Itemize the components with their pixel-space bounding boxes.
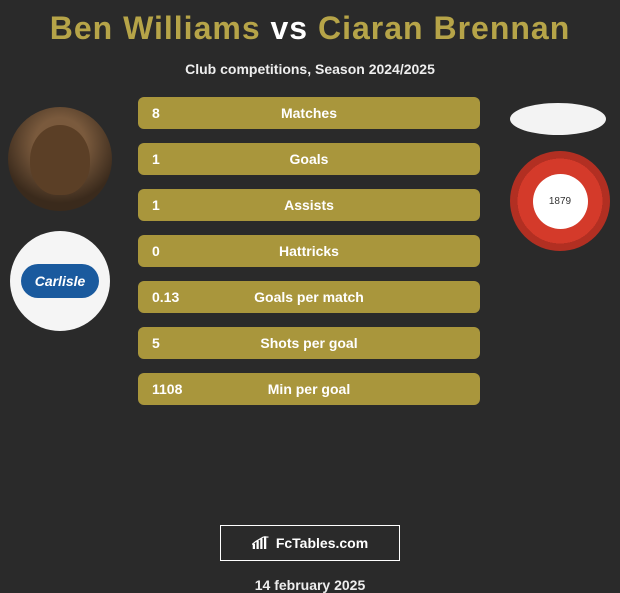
club-left-crest: Carlisle xyxy=(10,231,110,331)
club-right-crest-inner: 1879 xyxy=(533,174,588,229)
fctables-label: FcTables.com xyxy=(276,535,368,551)
stat-label: Min per goal xyxy=(138,381,480,397)
stat-row: 8 Matches xyxy=(138,97,480,129)
fctables-attribution[interactable]: FcTables.com xyxy=(220,525,400,561)
player2-avatar-placeholder xyxy=(510,103,606,135)
player1-face-placeholder xyxy=(30,125,90,195)
club-left-badge: Carlisle xyxy=(21,264,99,298)
stat-row: 1 Goals xyxy=(138,143,480,175)
club-right-crest: 1879 xyxy=(510,151,610,251)
stat-label: Assists xyxy=(138,197,480,213)
stat-row: 1108 Min per goal xyxy=(138,373,480,405)
comparison-stage: 1879 Carlisle 8 Matches 1 Goals 1 Assist… xyxy=(0,97,620,517)
stat-label: Matches xyxy=(138,105,480,121)
stat-label: Shots per goal xyxy=(138,335,480,351)
vs-label: vs xyxy=(271,10,309,46)
stat-row: 0 Hattricks xyxy=(138,235,480,267)
comparison-subtitle: Club competitions, Season 2024/2025 xyxy=(0,61,620,77)
club-right-year: 1879 xyxy=(549,196,571,207)
player1-name: Ben Williams xyxy=(50,10,261,46)
club-left-label: Carlisle xyxy=(35,273,86,289)
stat-label: Goals per match xyxy=(138,289,480,305)
chart-icon xyxy=(252,536,270,550)
stat-row: 5 Shots per goal xyxy=(138,327,480,359)
player2-name: Ciaran Brennan xyxy=(318,10,570,46)
stat-label: Hattricks xyxy=(138,243,480,259)
stat-rows: 8 Matches 1 Goals 1 Assists 0 Hattricks … xyxy=(138,97,480,419)
comparison-date: 14 february 2025 xyxy=(0,577,620,593)
stat-row: 0.13 Goals per match xyxy=(138,281,480,313)
player1-avatar xyxy=(8,107,112,211)
stat-label: Goals xyxy=(138,151,480,167)
stat-row: 1 Assists xyxy=(138,189,480,221)
comparison-title: Ben Williams vs Ciaran Brennan xyxy=(0,0,620,47)
